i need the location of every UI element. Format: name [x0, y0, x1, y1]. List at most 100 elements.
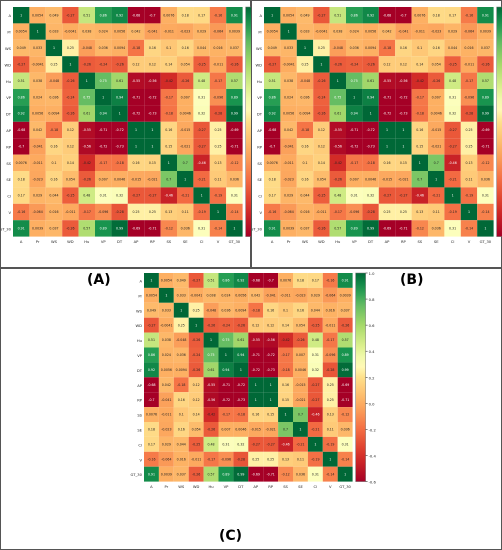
panel-a-cell-Cl-Pr	[29, 187, 46, 204]
panel-c-cell-label: 1	[314, 442, 316, 446]
panel-a-cell-V-V	[209, 203, 227, 221]
panel-b-cell-SS-Cl	[444, 154, 461, 171]
panel-b-cell-WD-A	[264, 56, 281, 73]
panel-b-cell-RP-SS	[411, 138, 428, 155]
panel-c-colorbar-tick-label: -0.4	[369, 455, 377, 459]
panel-b-cell-AP-A	[264, 121, 281, 139]
panel-c-cell-GT_30-WS	[173, 466, 189, 482]
panel-b-cell-label: 0.029	[448, 30, 457, 34]
panel-b-cell-WS-RP	[395, 39, 412, 57]
panel-c-cell-label: 0.0094	[176, 368, 187, 372]
panel-a-cell-SS-Hu	[78, 154, 95, 171]
panel-a-cell-label: -0.25	[197, 63, 205, 67]
panel-a-cell-SE-WS	[45, 171, 63, 188]
panel-b-cell-Pr-Hu	[329, 23, 346, 40]
panel-b-cell-label: 0.15	[400, 161, 407, 165]
panel-a-cell-RP-RP	[144, 138, 161, 155]
panel-a-cell-label: 0.054	[181, 63, 190, 67]
panel-c-cell-label: 0.94	[222, 368, 229, 372]
panel-a-cell-DT-Pr	[29, 105, 46, 122]
panel-a-cell-label: -0.011	[65, 210, 75, 214]
panel-b-cell-label: 0.033	[284, 46, 293, 50]
panel-a-cell-WD-GT_30	[226, 56, 243, 73]
panel-c-cell-A-AP	[248, 273, 264, 288]
panel-b-y-tick-label: GT_30	[252, 227, 263, 231]
panel-a-cell-label: 0.25	[214, 145, 221, 149]
panel-b-cell-DT-RP	[395, 105, 412, 122]
panel-a-cell-label: 0.48	[83, 194, 90, 198]
panel-b-cell-Pr-DT	[362, 23, 379, 40]
panel-c-cell-label: 0.0076	[280, 279, 291, 283]
panel-a-cell-DT-RP	[144, 105, 161, 122]
panel-b-cell-label: -0.26	[366, 63, 374, 67]
panel-c-cell-label: -0.71	[222, 383, 230, 387]
panel-c-cell-label: 0.25	[267, 457, 274, 461]
panel-c-label: (C)	[219, 528, 243, 544]
panel-c-cell-label: 0.86	[222, 279, 229, 283]
panel-c-cell-RP-V	[322, 392, 338, 408]
panel-a-cell-label: 0.48	[198, 79, 205, 83]
panel-c-y-tick-label: Hu	[137, 339, 142, 343]
panel-b-cell-Pr-AP	[378, 23, 396, 40]
panel-a-cell-label: -0.16	[17, 210, 25, 214]
panel-a-cell-label: 1	[102, 95, 104, 99]
panel-c-cell-RP-A	[144, 392, 159, 408]
panel-c-cell-label: 0.16	[178, 428, 185, 432]
panel-b-cell-VP-VP	[346, 89, 363, 106]
panel-c-cell-label: -0.25	[192, 442, 200, 446]
panel-b-cell-label: -0.17	[465, 79, 473, 83]
panel-b-cell-SS-WS	[296, 154, 314, 171]
panel-c-cell-label: -0.7	[148, 398, 154, 402]
panel-c-cell-label: 0.16	[297, 308, 304, 312]
panel-a-cell-SE-AP	[127, 171, 145, 188]
panel-b-cell-Hu-WD	[313, 72, 330, 89]
panel-b-cell-label: 0.029	[284, 194, 293, 198]
panel-a-cell-SE-RP	[144, 171, 161, 188]
panel-a-cell-Hu-Cl	[193, 72, 210, 89]
panel-c-x-tick-label: GT_30	[339, 485, 351, 489]
panel-a-cell-label: 0.042	[33, 128, 42, 132]
panel-b-cell-VP-DT	[362, 89, 379, 106]
panel-b-cell-label: 0.94	[351, 112, 358, 116]
panel-c-colorbar-tick-label: 0.4	[369, 350, 376, 354]
panel-a-cell-label: 0.31	[198, 95, 205, 99]
panel-a-cell-label: -0.14	[230, 210, 238, 214]
panel-c-cell-label: 0.17	[148, 442, 155, 446]
panel-b-cell-VP-V	[460, 89, 478, 106]
panel-b-cell-V-RP	[395, 203, 412, 221]
panel-b-cell-GT_30-WS	[296, 220, 314, 237]
panel-c-cell-Pr-SE	[293, 287, 308, 303]
panel-b-cell-RP-RP	[395, 138, 412, 155]
panel-c-cell-label: -0.12	[281, 472, 289, 476]
panel-a-cell-label: -0.21	[181, 194, 189, 198]
panel-b-cell-label: -0.26	[334, 177, 342, 181]
panel-a-cell-label: 0.0046	[180, 112, 191, 116]
panel-c-cell-A-Pr	[158, 273, 174, 288]
panel-b-cell-label: -0.26	[334, 63, 342, 67]
panel-b-cell-SE-WD	[313, 171, 330, 188]
panel-c-cell-label: 0.11	[297, 457, 304, 461]
panel-a-cell-label: -0.021	[147, 177, 157, 181]
panel-b-cell-label: 0.037	[300, 227, 309, 231]
panel-a-cell-A-RP	[144, 7, 161, 24]
panel-a-cell-AP-SE	[177, 121, 194, 139]
panel-c-cell-SE-Cl	[307, 422, 323, 437]
panel-c-cell-RP-WS	[173, 392, 189, 408]
panel-b-cell-label: -0.25	[317, 194, 325, 198]
panel-b-cell-SS-Pr	[280, 154, 297, 171]
panel-b-cell-Pr-A	[264, 23, 281, 40]
panel-c-cell-GT_30-V	[322, 466, 338, 482]
panel-b-cell-label: 0.25	[465, 128, 472, 132]
panel-b-cell-V-WD	[313, 203, 330, 221]
panel-a-cell-WD-VP	[95, 56, 112, 73]
panel-a-cell-label: 0.99	[116, 227, 123, 231]
panel-b-cell-AP-VP	[346, 121, 363, 139]
panel-c-cell-label: 0.037	[177, 472, 186, 476]
panel-b-cell-label: 0.016	[464, 46, 473, 50]
panel-c-cell-label: 0.0046	[295, 368, 306, 372]
panel-a-cell-label: -0.56	[83, 145, 91, 149]
panel-c-cell-label: -0.011	[161, 413, 171, 417]
panel-a-cell-Cl-SS	[160, 187, 177, 204]
panel-c-cell-label: 1	[150, 279, 152, 283]
panel-a-cell-label: 1	[201, 194, 203, 198]
